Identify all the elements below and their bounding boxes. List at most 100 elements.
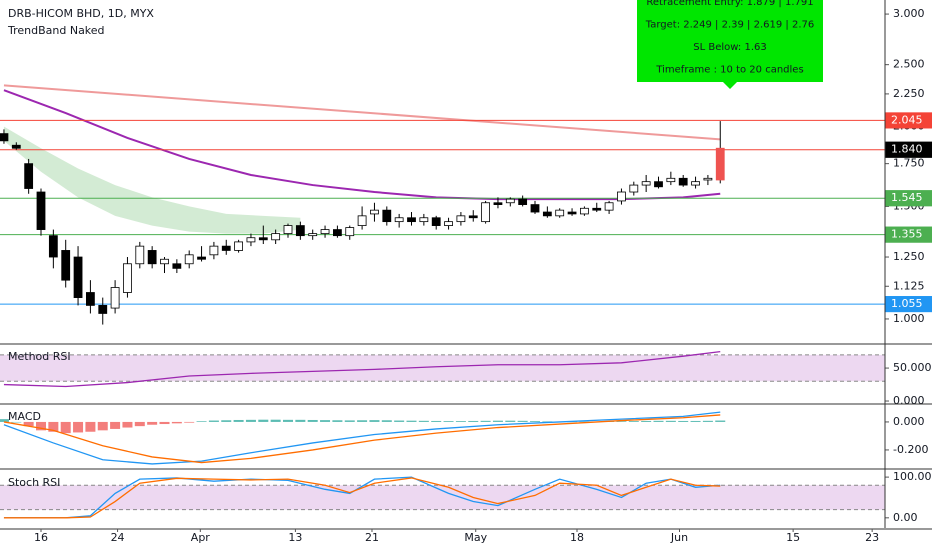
- histogram-bar: [36, 421, 47, 431]
- histogram-bar: [616, 421, 627, 422]
- candle-body: [147, 250, 157, 265]
- candle-body: [271, 233, 281, 241]
- histogram-bar: [505, 420, 516, 422]
- histogram-bar: [690, 420, 701, 422]
- candle-body: [221, 245, 231, 251]
- histogram-bar: [295, 419, 306, 422]
- histogram-bar: [159, 421, 170, 425]
- candle-body: [98, 305, 108, 314]
- histogram-bar: [665, 420, 676, 422]
- histogram-bar: [320, 420, 331, 422]
- indicator-line: [3, 350, 721, 388]
- histogram-bar: [233, 419, 244, 422]
- candle-body: [172, 263, 182, 269]
- pane-title: MACD: [8, 410, 41, 423]
- histogram-bar: [418, 420, 429, 422]
- candle-body: [481, 202, 491, 223]
- candle-body: [184, 254, 194, 265]
- candle-body: [555, 209, 565, 217]
- candle-body: [258, 237, 268, 241]
- candle-body: [110, 287, 120, 309]
- candle-body: [592, 207, 602, 211]
- y-tick-label: 1.750: [893, 157, 925, 170]
- histogram-bar: [431, 420, 442, 422]
- histogram-bar: [307, 419, 318, 422]
- candle-body: [468, 215, 478, 219]
- candle-body: [11, 144, 21, 149]
- histogram-bar: [579, 421, 590, 423]
- level-label-bg: [885, 141, 932, 158]
- overlay-line: [3, 84, 721, 141]
- candle-body: [493, 202, 503, 205]
- histogram-bar: [48, 421, 59, 432]
- y-tick-label: 100.00: [893, 470, 932, 483]
- indicator-line: [3, 477, 721, 519]
- y-tick-label: 2.250: [893, 87, 925, 100]
- x-tick-label: 23: [865, 531, 879, 544]
- level-label-bg: [885, 190, 932, 207]
- histogram-bar: [208, 420, 219, 422]
- histogram-bar: [147, 421, 158, 425]
- y-tick-label: 1.125: [893, 279, 925, 292]
- y-tick-label: 2.500: [893, 58, 925, 71]
- histogram-bar: [11, 421, 22, 423]
- x-tick-label: 15: [786, 531, 800, 544]
- x-tick-label: 16: [34, 531, 48, 544]
- y-tick-label: 0.000: [893, 415, 925, 428]
- histogram-bar: [369, 420, 380, 422]
- histogram-bar: [122, 421, 133, 428]
- histogram-bar: [283, 419, 294, 422]
- level-label-bg: [885, 296, 932, 313]
- candle-body: [370, 209, 379, 215]
- histogram-bar: [171, 421, 182, 424]
- candle-body: [691, 181, 700, 186]
- candle-body: [431, 217, 441, 226]
- candle-body: [567, 211, 577, 215]
- histogram-bar: [492, 420, 503, 422]
- candle-body: [604, 202, 614, 211]
- y-tick-label: -0.200: [893, 443, 928, 456]
- candle-body: [542, 211, 552, 217]
- candle-body: [345, 227, 355, 237]
- level-label: 1.840: [891, 143, 923, 156]
- histogram-bar: [678, 420, 689, 422]
- histogram-bar: [258, 419, 269, 422]
- histogram-bar: [468, 420, 479, 422]
- candle-body: [666, 177, 676, 183]
- histogram-bar: [715, 420, 726, 422]
- candle-body: [308, 233, 318, 237]
- x-tick-label: 24: [111, 531, 125, 544]
- annotation-text: Target: 2.249 | 2.39 | 2.619 | 2.76: [645, 20, 814, 31]
- annotation-text: SL Below: 1.63: [693, 42, 766, 53]
- pane-title: Stoch RSI: [8, 476, 60, 489]
- candle-body: [518, 198, 528, 205]
- level-label: 1.545: [891, 191, 923, 204]
- candle-body: [61, 250, 71, 281]
- level-label-bg: [885, 112, 932, 129]
- y-tick-label: 3.000: [893, 7, 925, 20]
- overlay-line: [3, 89, 721, 201]
- histogram-bar: [184, 421, 195, 423]
- x-tick-label: 13: [288, 531, 302, 544]
- histogram-bar: [73, 421, 84, 433]
- candle-body: [715, 147, 725, 181]
- histogram-bar: [406, 420, 417, 422]
- histogram-bar: [628, 421, 639, 422]
- histogram-bar: [455, 421, 466, 422]
- histogram-bar: [641, 420, 652, 422]
- candle-body: [160, 258, 169, 265]
- histogram-bar: [85, 421, 96, 432]
- candle-body: [333, 229, 342, 237]
- x-tick-label: Apr: [191, 531, 211, 544]
- candle-body: [197, 256, 206, 260]
- histogram-bar: [23, 421, 34, 427]
- candle-body: [86, 292, 95, 306]
- histogram-bar: [702, 420, 713, 422]
- y-tick-label: 1.250: [893, 250, 925, 263]
- x-tick-label: Jun: [670, 531, 688, 544]
- band-fill: [0, 354, 885, 382]
- candle-body: [419, 217, 429, 223]
- histogram-bar: [653, 420, 664, 422]
- y-tick-label: 1.000: [893, 312, 925, 325]
